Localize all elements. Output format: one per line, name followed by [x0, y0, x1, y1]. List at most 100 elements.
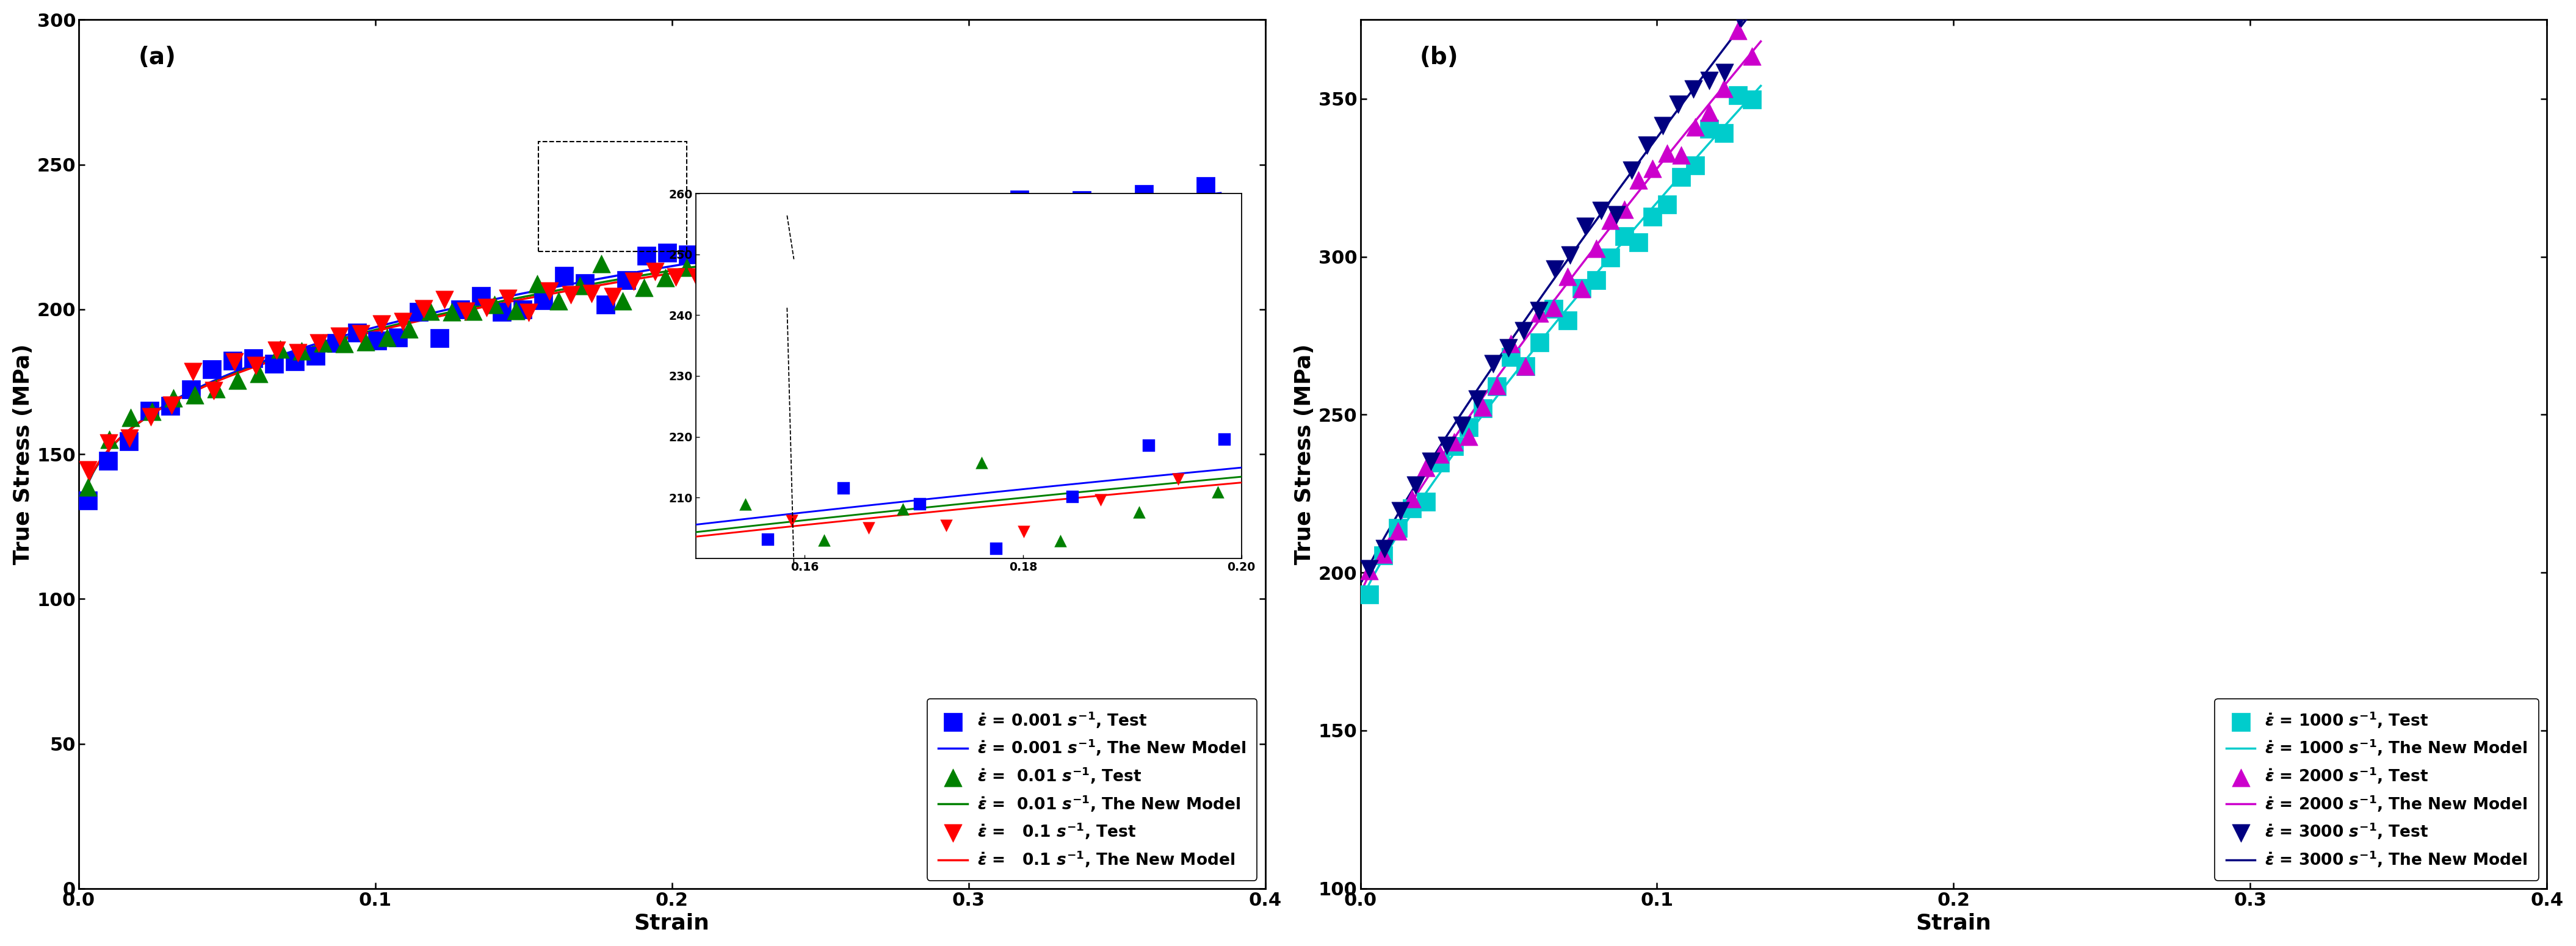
Point	[752, 246, 793, 261]
Point	[603, 293, 644, 308]
Point	[801, 245, 842, 260]
Point	[719, 256, 760, 272]
Point	[1082, 201, 1123, 216]
Point	[1520, 335, 1561, 350]
Point	[173, 364, 214, 379]
Point	[572, 286, 613, 301]
Point	[129, 403, 170, 418]
Point	[1378, 520, 1419, 535]
Point	[647, 245, 688, 260]
Point	[88, 453, 129, 468]
Point	[301, 336, 343, 351]
Point	[1674, 119, 1716, 134]
Point	[791, 215, 832, 230]
Point	[260, 342, 301, 357]
Point	[361, 317, 402, 332]
Y-axis label: True Stress (MPa): True Stress (MPa)	[1293, 343, 1316, 565]
Point	[1391, 491, 1432, 506]
Point	[1533, 301, 1574, 316]
Point	[149, 398, 191, 413]
Point	[1641, 118, 1682, 133]
Legend: $\dot{\varepsilon}$ = 1000 $s^{-1}$, Test, $\dot{\varepsilon}$ = 1000 $s^{-1}$, : $\dot{\varepsilon}$ = 1000 $s^{-1}$, Tes…	[2215, 698, 2540, 881]
Text: (b): (b)	[1419, 45, 1458, 69]
Point	[1381, 503, 1422, 518]
Point	[1041, 223, 1082, 238]
Point	[1504, 359, 1546, 374]
Point	[487, 291, 528, 307]
Point	[216, 373, 258, 388]
Point	[299, 336, 340, 351]
Point	[67, 463, 108, 478]
Point	[358, 333, 399, 348]
X-axis label: Strain: Strain	[634, 913, 711, 934]
Point	[876, 229, 917, 244]
Point	[1458, 392, 1499, 407]
Point	[193, 383, 234, 398]
Legend: $\dot{\varepsilon}$ = 0.001 $s^{-1}$, Test, $\dot{\varepsilon}$ = 0.001 $s^{-1}$: $\dot{\varepsilon}$ = 0.001 $s^{-1}$, Te…	[927, 698, 1257, 881]
Point	[538, 293, 580, 308]
Point	[613, 273, 654, 289]
Point	[170, 382, 211, 397]
Point	[1363, 548, 1404, 563]
Point	[1443, 417, 1484, 432]
Point	[1625, 138, 1667, 153]
Point	[1502, 324, 1543, 339]
Point	[837, 232, 878, 247]
Point	[626, 248, 667, 263]
Point	[1674, 158, 1716, 173]
Point	[1618, 172, 1659, 187]
Point	[129, 409, 170, 424]
Point	[564, 276, 605, 291]
Point	[278, 345, 319, 360]
Point	[1703, 125, 1744, 140]
Point	[281, 343, 322, 359]
Point	[675, 270, 716, 285]
Point	[688, 256, 729, 272]
Point	[337, 325, 379, 341]
Point	[592, 289, 634, 305]
Point	[667, 247, 708, 262]
Point	[67, 493, 108, 508]
Point	[345, 334, 386, 349]
Point	[760, 254, 801, 270]
Point	[466, 300, 507, 315]
Point	[654, 270, 696, 285]
Point	[1690, 121, 1731, 136]
Point	[1595, 207, 1636, 222]
Point	[507, 305, 549, 320]
Point	[1463, 400, 1504, 415]
Point	[1185, 179, 1226, 194]
Point	[1448, 429, 1489, 444]
Point	[211, 353, 252, 368]
Point	[1164, 195, 1206, 210]
Point	[381, 314, 422, 329]
Point	[340, 326, 381, 342]
Point	[698, 264, 739, 279]
Point	[1365, 541, 1406, 556]
Point	[502, 302, 544, 317]
Point	[999, 192, 1041, 207]
Point	[1633, 161, 1674, 176]
Point	[1646, 146, 1687, 161]
Point	[152, 391, 193, 406]
Point	[1703, 65, 1744, 80]
Point	[294, 348, 335, 363]
Point	[1486, 341, 1528, 356]
X-axis label: Strain: Strain	[1917, 913, 1991, 934]
Point	[708, 255, 750, 271]
Point	[1396, 478, 1437, 493]
Point	[605, 272, 647, 288]
Point	[1419, 447, 1461, 462]
Point	[634, 264, 675, 279]
Point	[440, 302, 482, 317]
Point	[1548, 248, 1589, 263]
Point	[1561, 281, 1602, 296]
Point	[667, 259, 708, 274]
Point	[379, 330, 420, 345]
Point	[770, 238, 811, 254]
Point	[1533, 300, 1574, 315]
Point	[739, 262, 781, 277]
Point	[196, 381, 237, 396]
Point	[1504, 359, 1546, 374]
Point	[1533, 261, 1574, 276]
